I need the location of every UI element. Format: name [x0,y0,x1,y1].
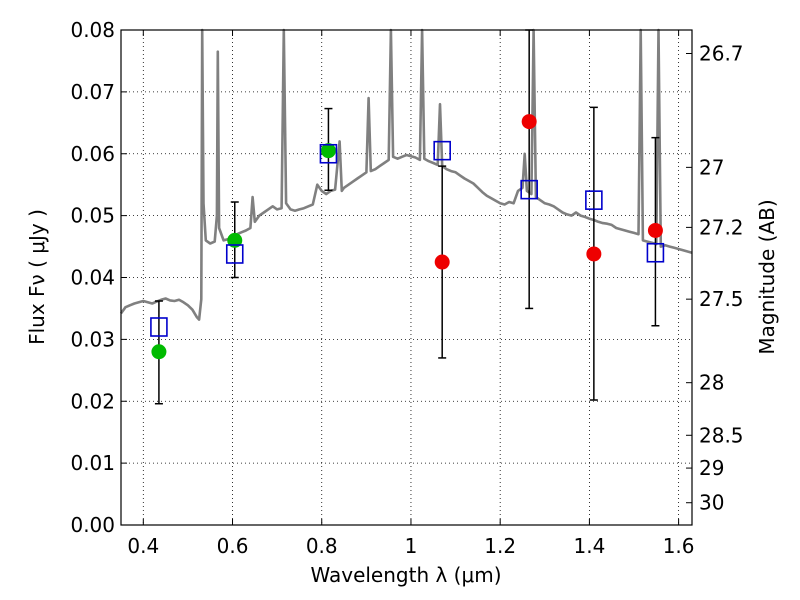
x-tick-label: 0.4 [127,534,159,558]
y2-tick-label: 27.5 [699,287,744,311]
x-tick-label: 1.2 [484,534,516,558]
model-flux-square [585,190,603,210]
x-tick-label: 0.6 [217,534,249,558]
y2-axis-label: Magnitude (AB) [755,199,779,354]
y-tick-label: 0.01 [70,451,115,475]
plot-background [121,30,692,525]
data-markers [150,114,665,360]
model-flux-square [150,317,168,337]
y-tick-label: 0.02 [70,389,115,413]
red-data-point [647,222,663,238]
model-flux-square [319,143,338,164]
y-tick-label: 0.07 [70,80,115,104]
y-tick-label: 0.06 [70,142,115,166]
red-data-point [434,254,450,270]
model-flux-square [433,140,451,161]
y2-tick-label: 28.5 [699,423,744,447]
x-tick-label: 1.4 [573,534,605,558]
y2-tick-label: 26.7 [699,42,744,66]
y2-tick-label: 28 [699,371,724,395]
x-tick-label: 1 [405,534,418,558]
y2-tick-label: 27 [699,155,724,179]
y-axis-label: Flux Fν ( μJy ) [25,209,49,345]
y2-ticks: 26.7 27 27.2 27.5 28 28.5 29 30 [686,42,744,515]
y-tick-label: 0.05 [70,204,115,228]
green-data-point [227,232,243,248]
x-ticks: 0.4 0.6 0.8 1 1.2 1.4 1.6 [127,30,695,558]
red-data-point [586,246,602,262]
y2-tick-label: 27.2 [699,215,744,239]
y2-tick-label: 29 [699,456,724,480]
model-flux-square [520,179,538,200]
y-tick-label: 0.08 [70,18,115,42]
x-tick-label: 1.6 [663,534,695,558]
red-data-point [521,114,537,130]
x-tick-label: 0.8 [306,534,338,558]
y-tick-label: 0.04 [70,266,115,290]
green-data-point [320,143,336,159]
x-axis-label: Wavelength λ (μm) [310,563,501,587]
y-tick-label: 0.03 [70,327,115,351]
model-flux-square [225,244,244,264]
grid-lines [121,30,692,525]
y-ticks: 0.00 0.01 0.02 0.03 0.04 0.05 0.06 0.07 0.08 [70,18,127,537]
y-tick-label: 0.00 [70,513,115,537]
green-data-point [151,344,167,360]
model-flux-square [646,242,665,263]
y2-tick-label: 30 [699,491,724,515]
